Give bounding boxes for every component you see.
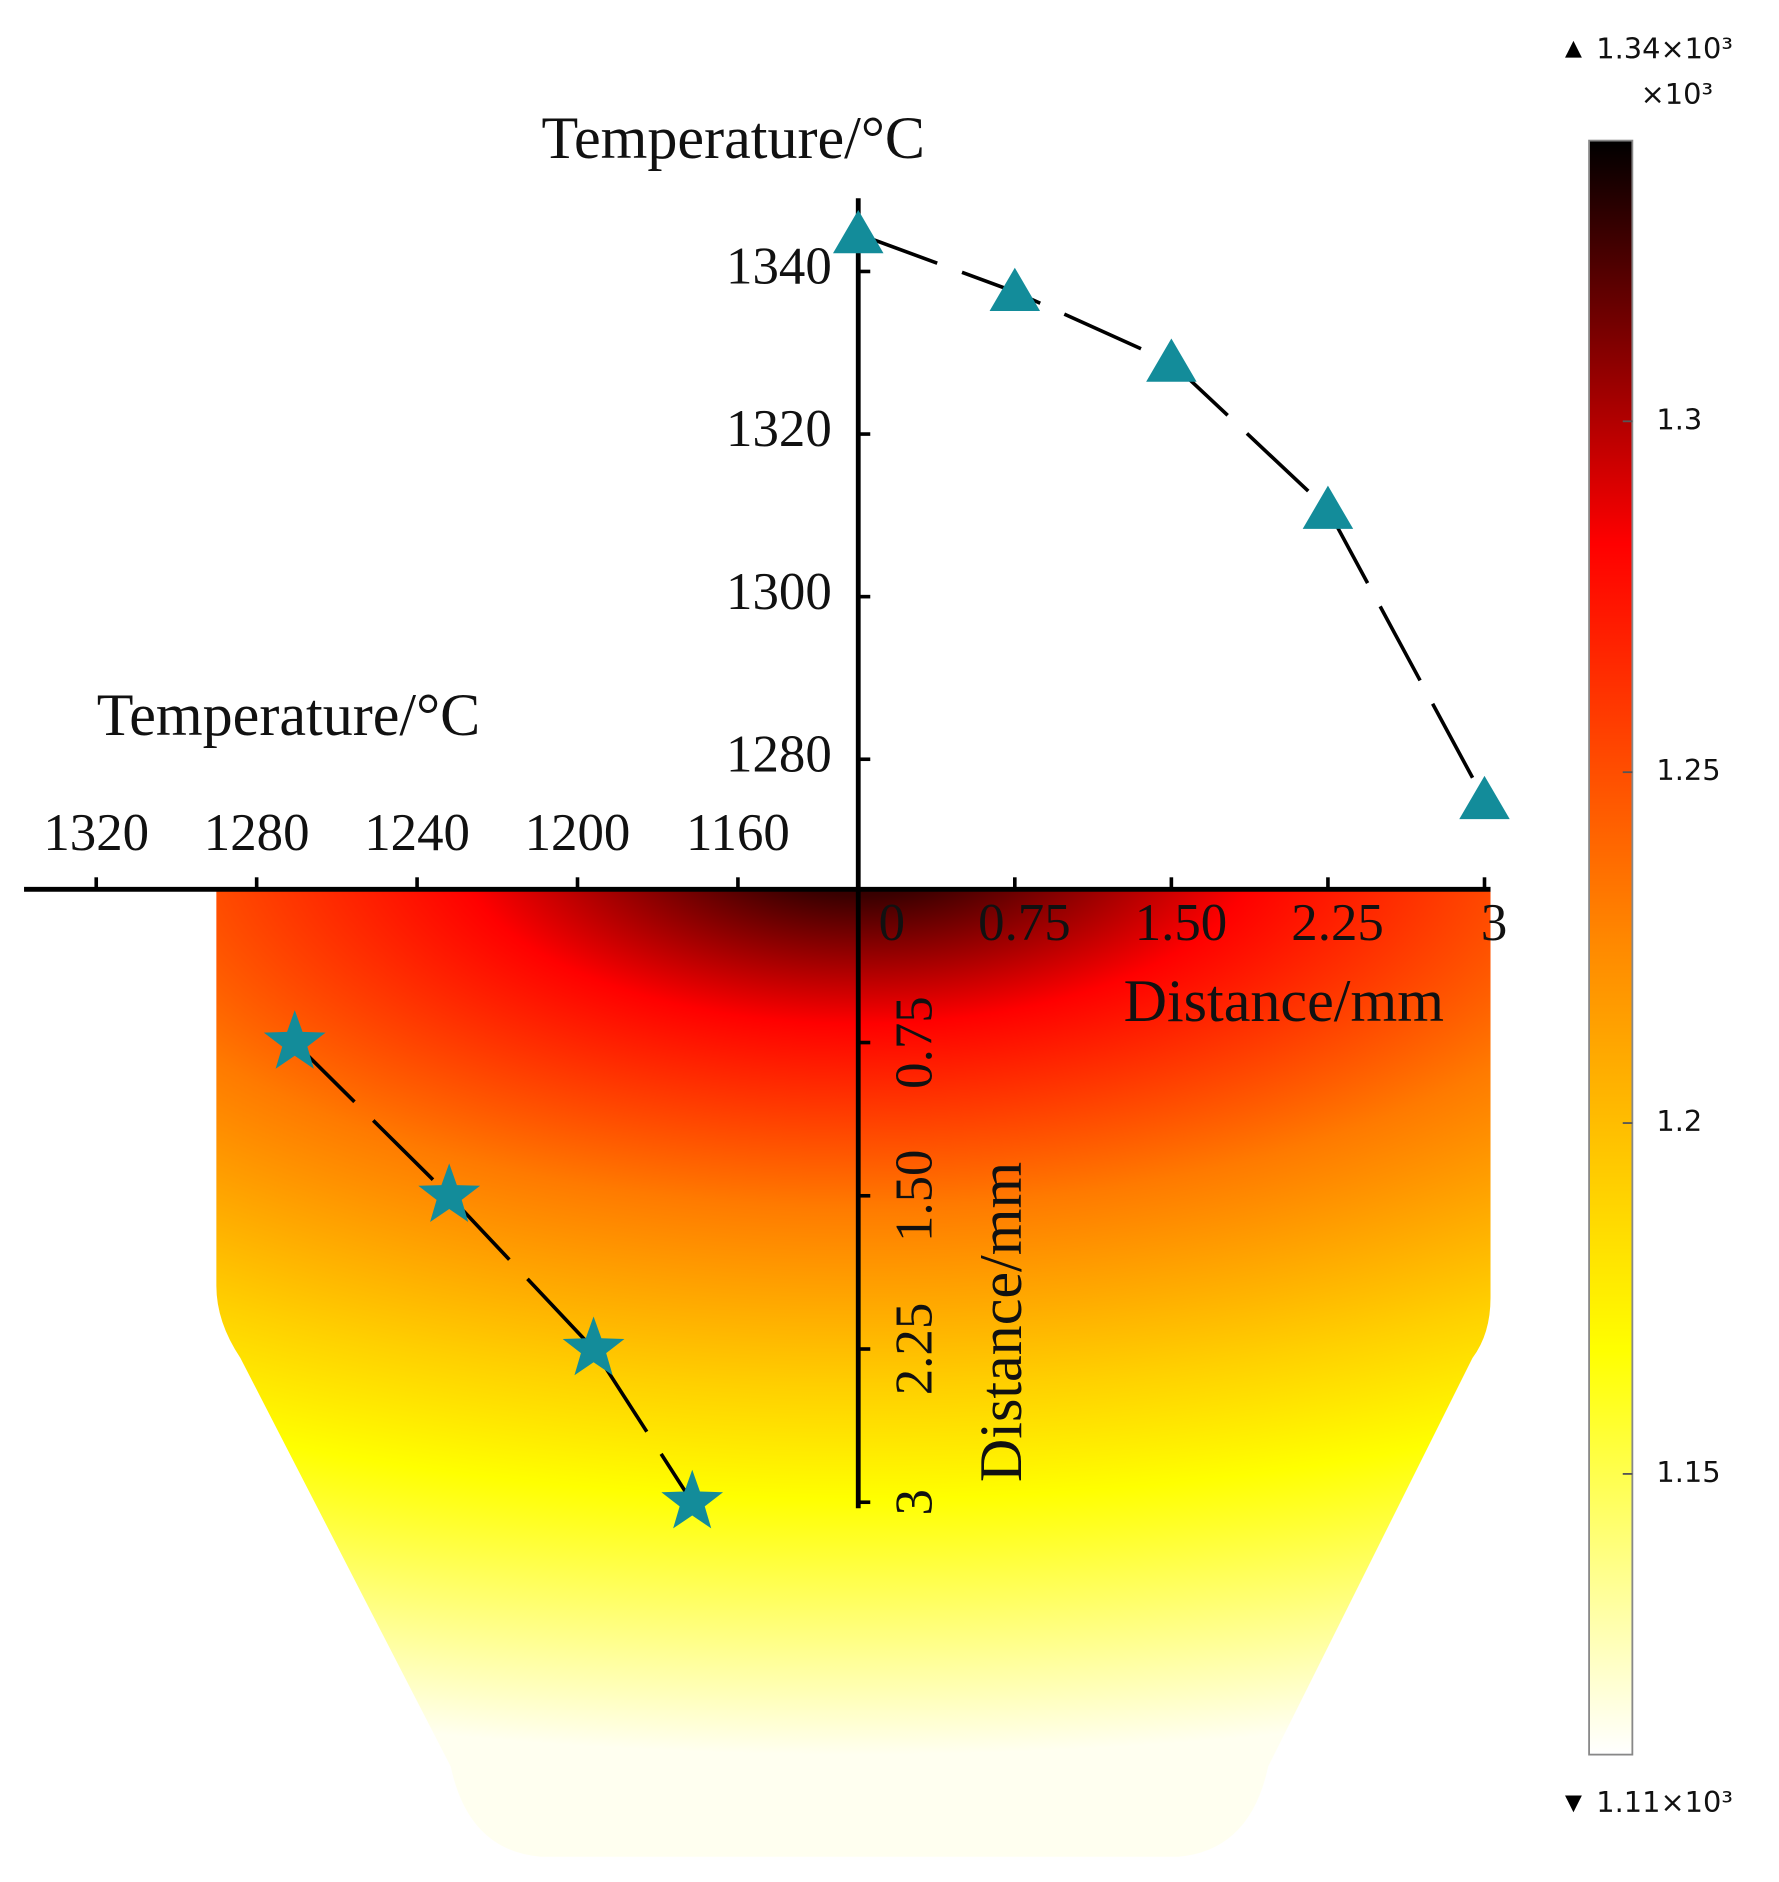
colorbar-tick-label: 1.2 [1656,1104,1702,1138]
star-marker [661,1469,724,1529]
x-tick-label: 3 [1481,894,1507,952]
distance-tick-label: 0.75 [886,996,944,1089]
triangle-marker [989,267,1041,312]
triangle-marker [833,210,884,254]
y-tick-label: 1300 [726,563,832,621]
min-arrow [1565,1795,1582,1813]
temperature-field [216,889,1491,1857]
distance-axis-title: Distance/mm [967,1162,1034,1482]
colorbar-tick-label: 1.25 [1656,753,1720,787]
colorbar-tick-label: 1.15 [1656,1455,1720,1489]
star-marker [263,1010,326,1069]
distance-tick-label: 2.25 [886,1303,944,1396]
data-line [857,232,1487,801]
colorbar-scale [1588,139,1634,1756]
max-arrow [1565,40,1582,58]
temperature-tick-label: 1240 [364,804,470,862]
y-tick-label: 1320 [726,400,832,458]
x-tick-label: 2.25 [1291,894,1384,952]
data-line [293,1041,694,1504]
triangle-marker [1146,338,1197,382]
y-tick-label: 1280 [726,725,832,783]
colorbar-min-label: 1.11×10³ [1596,1785,1733,1819]
star-marker [418,1163,481,1222]
triangle-marker [1302,485,1354,529]
x-tick-label: 0 [879,894,905,952]
plots: Temperature/°C Distance/mm 1280 1300 1320 134… [24,104,1510,1529]
triangle-marker [1459,775,1510,820]
colorbar-max-label: 1.34×10³ [1596,31,1733,65]
colorbar-tick-label: 1.3 [1656,402,1702,436]
star-marker [562,1316,625,1376]
temperature-tick-label: 1320 [43,804,149,862]
colorbar: 1.15 1.2 1.25 1.3 1.34×10³ ×10³ 1.11×10³ [1565,31,1733,1819]
x-tick-label: 1.50 [1135,894,1228,952]
y-tick-label: 1340 [726,238,832,296]
x-axis-title: Distance/mm [1124,967,1444,1034]
temperature-tick-label: 1160 [686,804,790,862]
y-axis-title: Temperature/°C [541,104,925,171]
temperature-tick-label: 1200 [525,804,631,862]
distance-tick-label: 3 [886,1489,944,1515]
x-tick-label: 0.75 [978,894,1071,952]
distance-tick-label: 1.50 [886,1150,944,1243]
temperature-axis-title: Temperature/°C [97,681,481,748]
colorbar-unit: ×10³ [1641,77,1713,111]
temperature-tick-label: 1280 [204,804,310,862]
